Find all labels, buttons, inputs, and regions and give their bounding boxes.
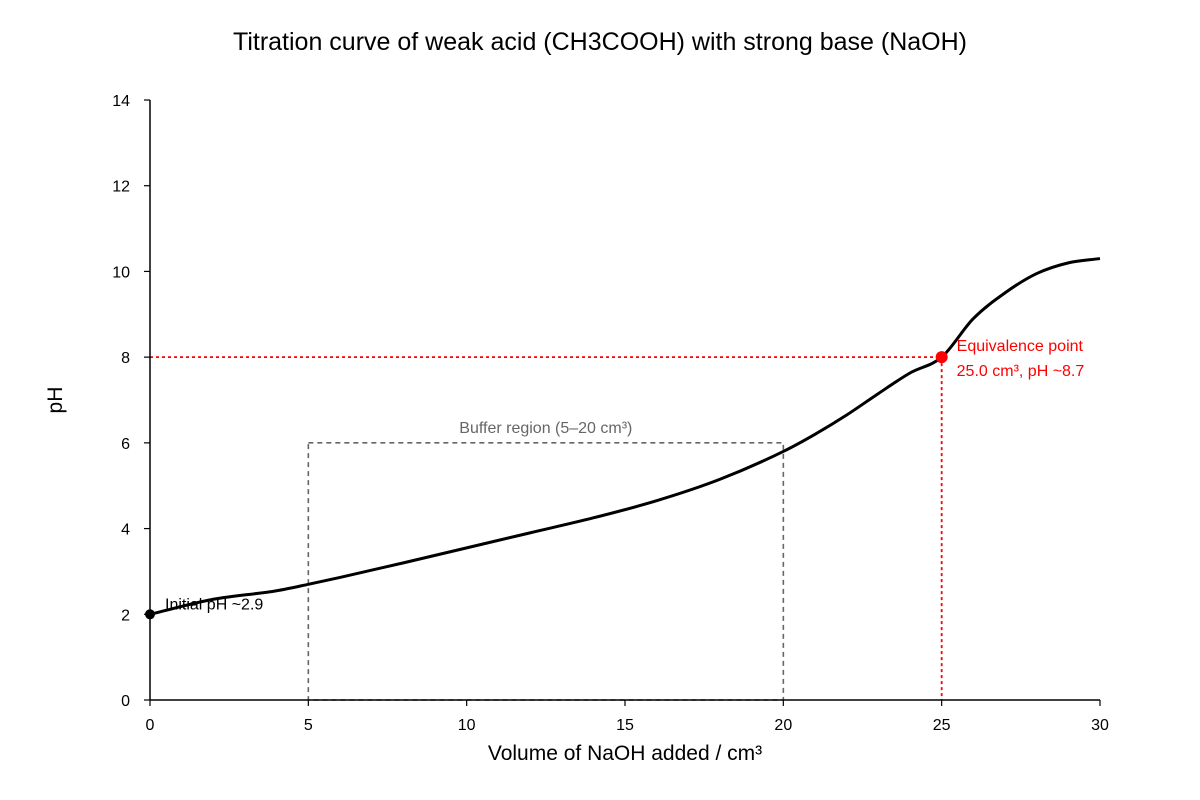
series-layer [149,257,1101,616]
y-tick-label: 14 [112,93,130,110]
y-tick-label: 6 [121,436,130,453]
x-tick-label: 5 [304,717,313,734]
axes: 0 5 10 15 20 25 30 0 2 4 6 8 10 12 14 [112,93,1109,734]
y-tick-label: 2 [121,607,130,624]
y-axis-label: pH [44,387,67,414]
x-tick-label: 10 [458,717,476,734]
x-axis-label: Volume of NaOH added / cm³ [488,742,762,765]
y-tick-label: 4 [121,522,130,539]
equivalence-point-sublabel: 25.0 cm³, pH ~8.7 [957,363,1085,380]
initial-ph-label: Initial pH ~2.9 [165,596,263,613]
x-tick-label: 25 [933,717,951,734]
markers [145,351,948,620]
equivalence-point-marker [935,351,948,364]
titration-curve-line [149,257,1101,616]
initial-point-marker [145,609,155,620]
y-tick-label: 12 [112,179,130,196]
buffer-region [307,442,785,701]
y-tick-label: 0 [121,693,130,710]
chart-title: Titration curve of weak acid (CH3COOH) w… [233,28,967,56]
equivalence-point-label: Equivalence point [957,338,1084,355]
buffer-region-box [307,442,785,701]
x-tick-label: 15 [616,717,634,734]
x-tick-label: 30 [1091,717,1109,734]
y-tick-label: 8 [121,350,130,367]
buffer-region-label: Buffer region (5–20 cm³) [459,420,632,437]
x-tick-label: 20 [774,717,792,734]
y-tick-label: 10 [112,264,130,281]
x-tick-label: 0 [146,717,155,734]
